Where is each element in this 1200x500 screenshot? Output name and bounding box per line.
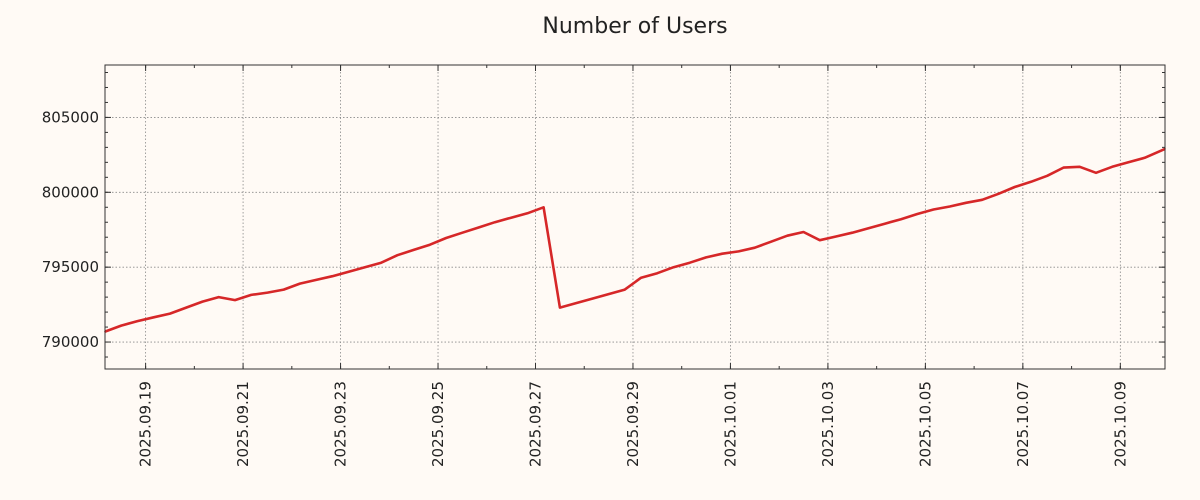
data-point [396, 254, 399, 256]
data-point [1030, 181, 1032, 183]
data-point [266, 291, 269, 294]
data-point [916, 213, 919, 215]
data-point [331, 275, 334, 278]
x-tick-label: 2025.10.09 [1111, 381, 1129, 467]
y-tick-label: 805000 [42, 108, 99, 126]
x-tick-label: 2025.10.03 [819, 381, 837, 467]
x-tick-label: 2025.09.29 [624, 381, 642, 467]
data-point [981, 199, 983, 201]
data-point [510, 216, 512, 219]
data-point [364, 266, 366, 269]
y-tick-label: 790000 [42, 333, 99, 351]
data-point [591, 297, 594, 300]
series-line [104, 147, 1166, 333]
data-point [1046, 175, 1048, 177]
plot-frame [104, 64, 1166, 370]
x-tick-label: 2025.09.21 [234, 381, 252, 467]
data-point [1111, 166, 1113, 168]
chart-title: Number of Users [542, 14, 728, 39]
data-point [185, 306, 187, 309]
data-point [754, 246, 756, 249]
data-point [1127, 161, 1130, 164]
data-point [1095, 172, 1097, 174]
data-point [542, 206, 545, 209]
plot-area [105, 65, 1165, 369]
data-point [380, 261, 383, 264]
data-point [494, 221, 496, 223]
tick-labels: 2025.09.19 2025.09.21 2025.09.23 2025.09.25… [42, 108, 1130, 467]
data-point [315, 279, 318, 281]
data-point [136, 320, 139, 322]
data-point [737, 250, 740, 253]
data-point [217, 296, 220, 298]
data-point [867, 227, 870, 229]
grid-lines [105, 65, 1165, 369]
data-point [997, 193, 1000, 195]
x-tick-label: 2025.10.07 [1014, 381, 1032, 467]
x-tick-label: 2025.09.27 [526, 381, 544, 467]
x-tick-label: 2025.09.25 [429, 381, 447, 467]
data-point [786, 234, 789, 237]
data-point [282, 288, 285, 291]
data-point [412, 249, 415, 251]
tick-marks [105, 65, 1165, 369]
x-tick-label: 2025.10.01 [721, 381, 739, 467]
data-point [1078, 166, 1081, 168]
y-tick-label: 800000 [42, 183, 99, 201]
data-point [120, 324, 122, 327]
data-point [234, 299, 236, 301]
data-point [656, 272, 659, 275]
data-point [640, 276, 642, 279]
data-point [607, 293, 610, 295]
data-point [802, 231, 805, 233]
data-point [689, 261, 691, 264]
data-point [672, 266, 675, 269]
data-point [526, 212, 529, 215]
data-point [299, 282, 301, 285]
data-point [819, 239, 821, 241]
data-point [250, 294, 252, 296]
data-point [169, 312, 171, 315]
data-point [559, 306, 561, 309]
data-point [1013, 186, 1016, 188]
y-tick-label: 795000 [42, 258, 99, 276]
data-point [932, 208, 935, 211]
data-point [461, 231, 464, 234]
data-point [1062, 166, 1065, 169]
data-point [477, 226, 480, 229]
data-point [347, 270, 350, 273]
x-tick-label: 2025.09.23 [332, 381, 350, 467]
x-tick-label: 2025.09.19 [137, 381, 155, 467]
x-tick-label: 2025.10.05 [916, 381, 934, 467]
data-point [900, 218, 902, 220]
data-point [152, 316, 155, 319]
data-point [851, 231, 854, 234]
data-point [201, 300, 204, 303]
data-point [770, 240, 772, 243]
data-point [624, 288, 626, 291]
data-point [1143, 157, 1146, 159]
data-point [965, 202, 967, 204]
data-point [445, 237, 447, 239]
data-point [949, 205, 951, 208]
data-point [721, 252, 724, 255]
data-point [835, 235, 837, 238]
data-point [705, 256, 707, 259]
data-point [429, 243, 431, 246]
data-point [884, 222, 886, 225]
data-point [575, 302, 577, 304]
